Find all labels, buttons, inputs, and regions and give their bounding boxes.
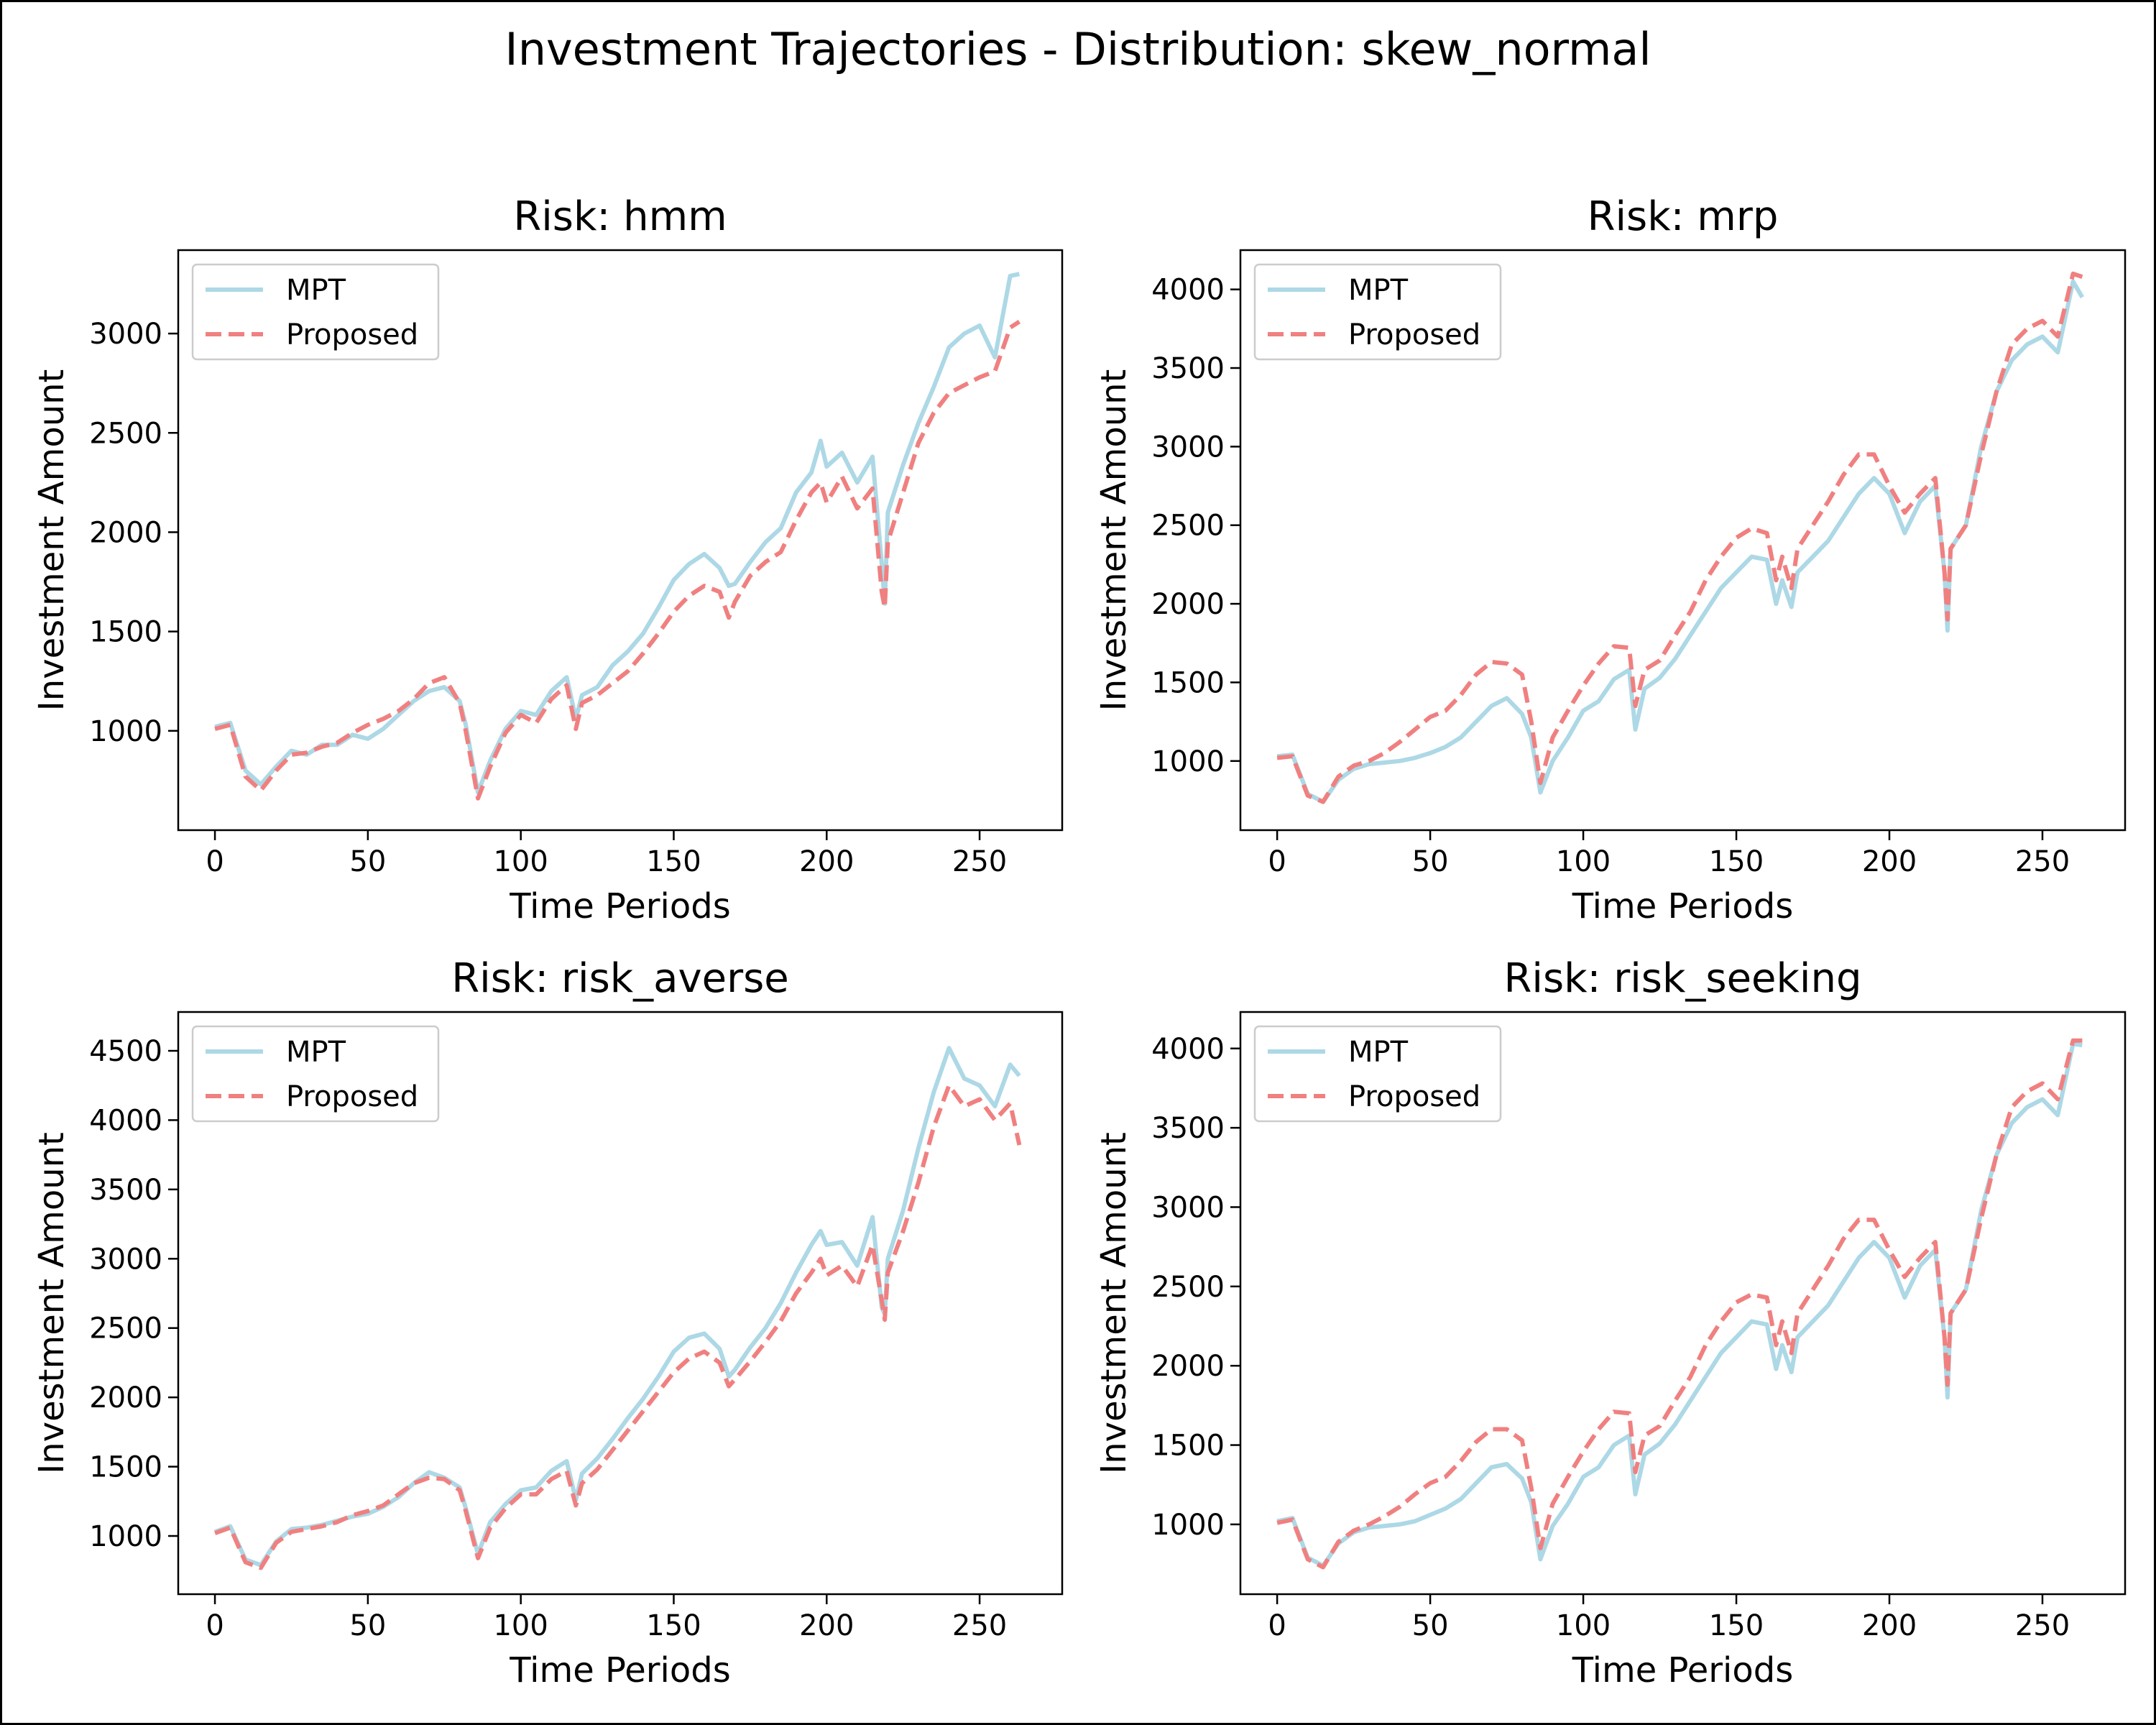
x-tick-label: 200 [1862, 1609, 1917, 1642]
y-tick-label: 1500 [1151, 1430, 1225, 1463]
x-tick-label: 250 [952, 845, 1007, 878]
legend-label-mpt: MPT [1348, 274, 1409, 307]
subplot-title: Risk: mrp [1588, 193, 1779, 240]
subplot-1: Risk: hmm 0 50 100 150 200 250 1000 1500 2000 2500… [32, 193, 1064, 926]
y-tick-label: 3000 [1151, 1191, 1225, 1224]
y-axis-label: Investment Amount [1094, 369, 1134, 712]
x-axis-label: Time Periods [509, 886, 730, 926]
y-tick-label: 4000 [89, 1104, 162, 1137]
x-tick-label: 150 [1709, 1609, 1764, 1642]
y-tick-label: 2000 [1151, 1350, 1225, 1383]
y-tick-label: 1000 [1151, 1509, 1225, 1542]
y-tick-label: 1500 [89, 1451, 162, 1484]
legend: MPT Proposed [191, 263, 440, 361]
y-tick-label: 2500 [1151, 510, 1225, 543]
x-tick-label: 0 [1268, 1609, 1286, 1642]
y-tick-label: 3500 [1151, 1112, 1225, 1145]
figure-suptitle: Investment Trajectories - Distribution: … [505, 23, 1651, 75]
x-tick-label: 250 [952, 1609, 1007, 1642]
y-tick-label: 2500 [89, 417, 162, 450]
series-line-proposed [214, 319, 1021, 801]
x-tick-label: 100 [493, 1609, 548, 1642]
x-axis-label: Time Periods [509, 1650, 730, 1690]
x-tick-label: 200 [799, 845, 854, 878]
x-tick-label: 200 [1862, 845, 1917, 878]
legend: MPT Proposed [1253, 1025, 1502, 1123]
x-tick-label: 0 [1268, 845, 1286, 878]
series-line-proposed [214, 1083, 1022, 1570]
axes-frame [1239, 249, 2127, 832]
subplot-title: Risk: risk_averse [451, 955, 789, 1002]
x-tick-label: 150 [1709, 845, 1764, 878]
y-tick-label: 3000 [89, 318, 162, 351]
y-tick-label: 4500 [89, 1035, 162, 1068]
series-line-proposed [1276, 1038, 2083, 1570]
y-tick-label: 4000 [1151, 274, 1225, 307]
x-axis-label: Time Periods [1572, 1650, 1793, 1690]
x-tick-label: 250 [2015, 845, 2070, 878]
x-tick-label: 50 [1412, 845, 1449, 878]
y-tick-label: 2500 [1151, 1271, 1225, 1304]
subplot-3: Risk: risk_averse 0 50 100 150 200 250 1000 1500… [32, 955, 1064, 1690]
legend-label-mpt: MPT [286, 1036, 346, 1069]
x-tick-label: 50 [349, 1609, 386, 1642]
y-tick-label: 3000 [89, 1243, 162, 1276]
x-tick-label: 100 [1556, 1609, 1611, 1642]
y-tick-label: 2000 [89, 1381, 162, 1414]
x-tick-label: 0 [206, 1609, 224, 1642]
y-tick-label: 4000 [1151, 1033, 1225, 1066]
x-tick-label: 50 [1412, 1609, 1449, 1642]
x-tick-label: 200 [799, 1609, 854, 1642]
legend-label-proposed: Proposed [286, 318, 418, 351]
y-tick-label: 1500 [1151, 666, 1225, 699]
x-tick-label: 0 [206, 845, 224, 878]
x-tick-label: 150 [646, 845, 701, 878]
x-tick-label: 100 [1556, 845, 1611, 878]
x-tick-label: 100 [493, 845, 548, 878]
legend: MPT Proposed [1253, 263, 1502, 361]
y-tick-label: 1500 [89, 616, 162, 649]
legend-label-proposed: Proposed [1348, 318, 1480, 351]
y-axis-label: Investment Amount [1094, 1132, 1134, 1474]
series-line-mpt [214, 1046, 1021, 1568]
series-line-proposed [1276, 271, 2083, 804]
legend-label-proposed: Proposed [286, 1080, 418, 1113]
subplot-4: Risk: risk_seeking 0 50 100 150 200 250 1000 150… [1094, 955, 2127, 1690]
y-tick-label: 1000 [1151, 745, 1225, 778]
y-tick-label: 1000 [89, 1520, 162, 1553]
subplot-title: Risk: hmm [513, 193, 727, 240]
y-tick-label: 3000 [1151, 431, 1225, 464]
x-tick-label: 150 [646, 1609, 701, 1642]
subplot-2: Risk: mrp 0 50 100 150 200 250 1000 1500 2000 2500… [1094, 193, 2127, 926]
y-tick-label: 1000 [89, 715, 162, 748]
y-axis-label: Investment Amount [32, 1132, 72, 1474]
axes-frame [177, 1011, 1064, 1596]
legend-label-mpt: MPT [1348, 1036, 1409, 1069]
y-tick-label: 3500 [89, 1174, 162, 1207]
axes-frame [177, 249, 1064, 832]
x-tick-label: 250 [2015, 1609, 2070, 1642]
subplot-title: Risk: risk_seeking [1503, 955, 1861, 1002]
legend: MPT Proposed [191, 1025, 440, 1123]
axes-frame [1239, 1011, 2127, 1596]
y-tick-label: 2500 [89, 1312, 162, 1346]
x-axis-label: Time Periods [1572, 886, 1793, 926]
legend-label-mpt: MPT [286, 274, 346, 307]
y-tick-label: 3500 [1151, 352, 1225, 385]
y-axis-label: Investment Amount [32, 369, 72, 712]
y-tick-label: 2000 [89, 516, 162, 549]
x-tick-label: 50 [349, 845, 386, 878]
legend-label-proposed: Proposed [1348, 1080, 1480, 1113]
y-tick-label: 2000 [1151, 588, 1225, 621]
